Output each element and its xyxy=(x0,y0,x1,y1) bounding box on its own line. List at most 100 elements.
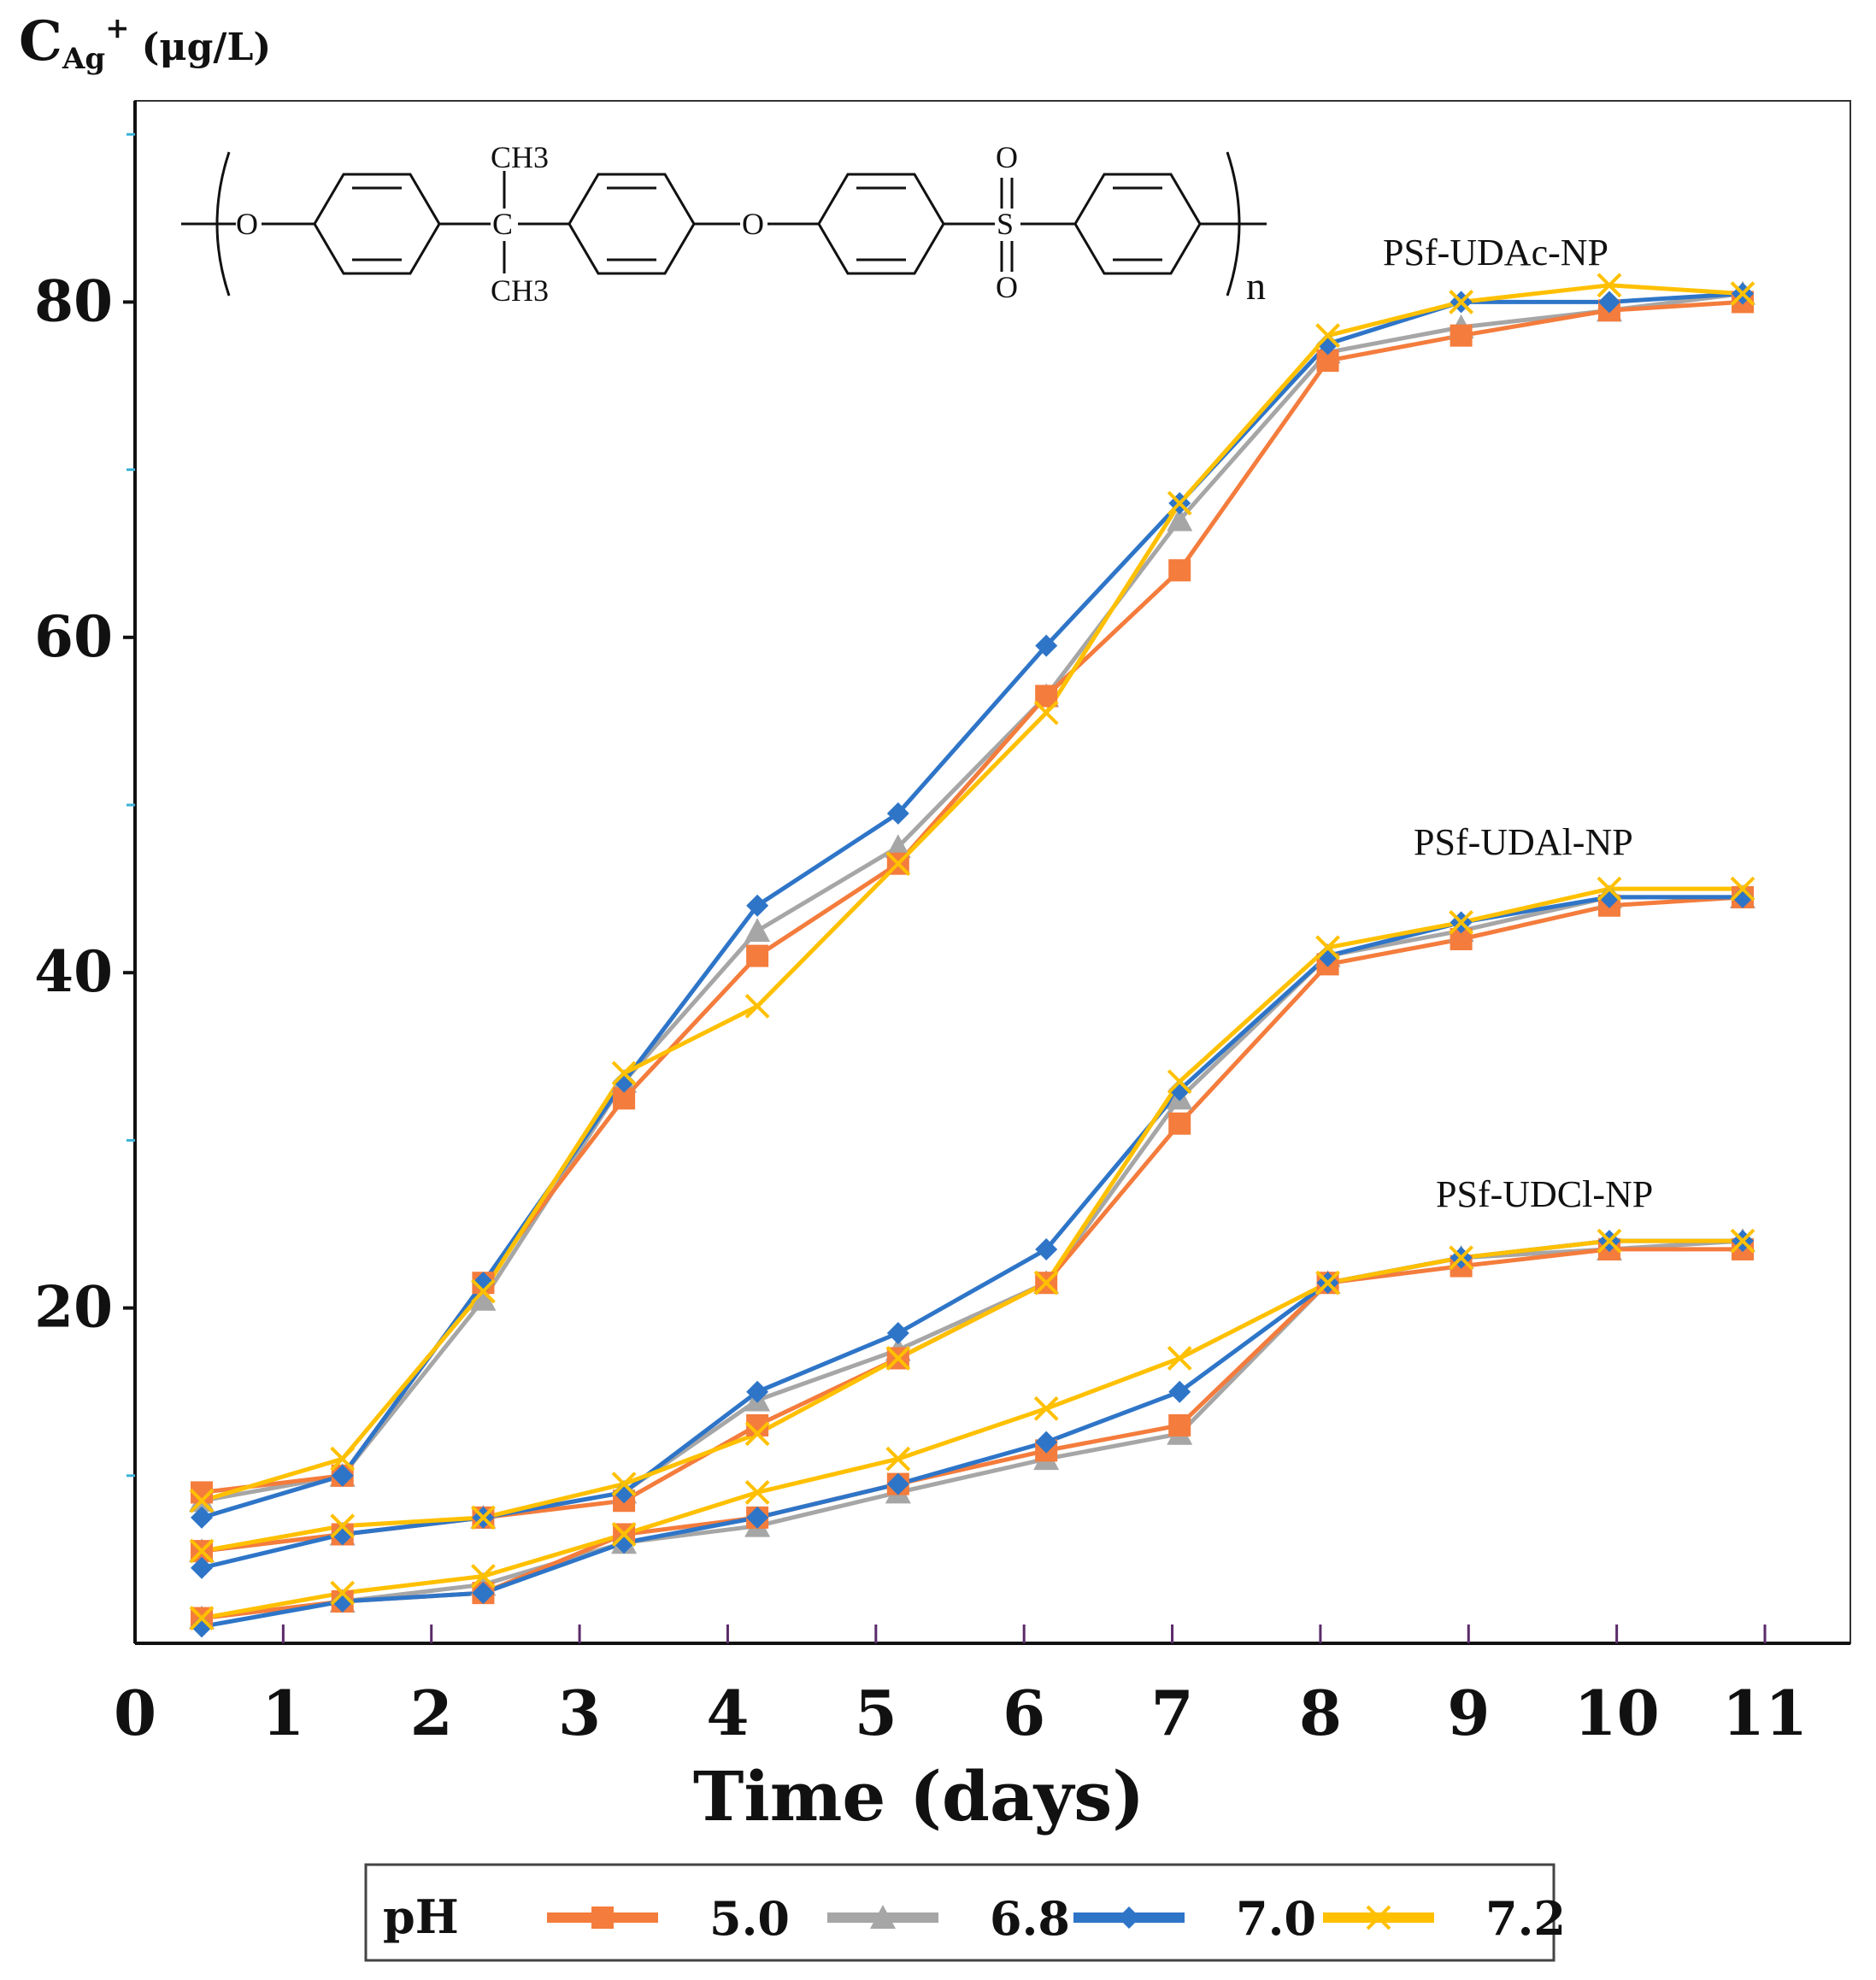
point-group3-ph7.2-1 xyxy=(330,1580,356,1606)
series-lines xyxy=(201,283,1744,1629)
legend-label-7.0: 7.0 xyxy=(1236,1891,1316,1946)
point-group2-ph7.0-4 xyxy=(746,1380,769,1403)
y-label-main: C xyxy=(19,9,62,73)
line-group1-ph6.8 xyxy=(201,291,1744,1503)
group-label-udcl: PSf-UDCl-NP xyxy=(1436,1173,1653,1215)
point-group3-ph7.0-3 xyxy=(613,1531,636,1554)
x-tick-label-8: 8 xyxy=(1299,1677,1342,1749)
point-group2-ph7.2-4 xyxy=(744,1421,770,1447)
point-group1-ph6.8-4 xyxy=(744,918,771,943)
y-tick-label-20: 20 xyxy=(34,1274,113,1341)
point-group3-ph7.2-5 xyxy=(885,1446,911,1472)
point-group3-ph7.0-6 xyxy=(1035,1431,1058,1454)
line-group2-ph5.0 xyxy=(201,895,1744,1554)
point-group1-ph7.2-0 xyxy=(189,1488,215,1513)
point-group1-ph7.2-4 xyxy=(744,994,770,1019)
structure-methyl-top: CH3 xyxy=(491,140,549,174)
point-group1-ph6.8-5 xyxy=(885,834,911,859)
y-tick-labels: 20 40 60 80 xyxy=(34,267,113,1340)
point-group1-ph7.2-8 xyxy=(1315,323,1340,349)
point-group3-ph7.2-7 xyxy=(1167,1346,1192,1371)
point-group2-ph7.2-10 xyxy=(1597,876,1622,902)
legend-label-6.8: 6.8 xyxy=(990,1891,1070,1946)
line-group3-ph7.2 xyxy=(201,1238,1743,1621)
group-label-udac: PSf-UDAc-NP xyxy=(1383,232,1608,273)
y-label-superscript: + xyxy=(105,11,130,45)
x-tick-label-1: 1 xyxy=(262,1677,304,1749)
line-group2-ph6.8 xyxy=(201,895,1743,1554)
x-tick-label-4: 4 xyxy=(706,1677,749,1749)
point-group2-ph7.2-9 xyxy=(1449,909,1474,935)
point-group1-ph7.0-5 xyxy=(886,802,909,825)
x-tick-label-10: 10 xyxy=(1574,1677,1660,1749)
point-group3-ph7.0-1 xyxy=(331,1589,354,1613)
legend-title: pH xyxy=(383,1889,459,1944)
point-group1-ph6.8-2 xyxy=(470,1286,497,1311)
legend-marker-5.0 xyxy=(591,1907,614,1929)
point-group2-ph7.2-2 xyxy=(470,1505,496,1531)
line-group1-ph7.2 xyxy=(201,283,1744,1503)
point-group3-ph7.0-2 xyxy=(472,1582,495,1605)
point-group2-ph7.2-7 xyxy=(1167,1069,1192,1095)
point-group2-ph7.0-8 xyxy=(1316,944,1339,967)
point-group3-ph5.0-7 xyxy=(1168,1413,1191,1437)
point-group2-ph7.0-10 xyxy=(1597,885,1620,908)
point-group1-ph6.8-7 xyxy=(1167,507,1193,532)
group-label-udal: PSf-UDAl-NP xyxy=(1414,821,1633,863)
point-group2-ph7.0-3 xyxy=(613,1481,636,1504)
point-group3-ph7.2-9 xyxy=(1449,1245,1474,1271)
y-axis-label: CAg+ (μg/L) xyxy=(19,9,271,76)
y-label-unit: (μg/L) xyxy=(142,26,272,69)
line-group2-ph7.2 xyxy=(201,886,1743,1554)
point-group1-ph7.2-1 xyxy=(330,1446,356,1472)
x-axis-label: Time (days) xyxy=(693,1756,1144,1836)
point-group3-ph7.2-2 xyxy=(470,1564,496,1589)
point-group3-ph7.2-0 xyxy=(189,1606,215,1630)
x-tick-label-5: 5 xyxy=(855,1677,897,1749)
point-group3-ph7.2-11 xyxy=(1730,1228,1755,1254)
point-group1-ph7.0-3 xyxy=(613,1070,636,1093)
point-group1-ph7.2-6 xyxy=(1033,700,1059,726)
point-group1-ph7.0-1 xyxy=(331,1464,354,1487)
point-group3-ph7.0-4 xyxy=(746,1506,769,1529)
x-tick-label-6: 6 xyxy=(1003,1677,1045,1749)
point-group1-ph7.0-10 xyxy=(1597,291,1620,314)
line-group1-ph5.0 xyxy=(201,299,1744,1495)
structure-methyl-bottom: CH3 xyxy=(491,273,549,308)
structure-repeat-n: n xyxy=(1246,264,1266,308)
point-group3-ph7.2-4 xyxy=(744,1480,770,1505)
x-tick-label-3: 3 xyxy=(558,1677,601,1749)
point-group1-ph7.2-11 xyxy=(1730,281,1755,307)
x-tick-label-11: 11 xyxy=(1722,1677,1808,1749)
point-group1-ph7.2-2 xyxy=(470,1278,496,1304)
point-group2-ph7.2-11 xyxy=(1730,876,1755,902)
point-group2-ph7.0-11 xyxy=(1731,885,1754,908)
legend: pH 5.0 6.8 7.0 7.2 xyxy=(364,1863,1566,1962)
point-group1-ph5.0-4 xyxy=(746,944,769,967)
legend-marker-7.2 xyxy=(1366,1905,1391,1930)
point-group2-ph7.2-8 xyxy=(1315,935,1340,961)
point-group1-ph7.0-2 xyxy=(472,1272,495,1295)
point-group1-ph5.0-7 xyxy=(1168,559,1191,582)
structure-atom-o1: O xyxy=(236,207,258,241)
y-tick-label-40: 40 xyxy=(34,938,113,1005)
point-group2-ph7.0-5 xyxy=(886,1322,909,1345)
structure-atom-o-bottom: O xyxy=(996,270,1018,304)
axis-ticks xyxy=(123,132,1767,1643)
point-group2-ph7.0-1 xyxy=(331,1523,354,1546)
point-group2-ph7.2-6 xyxy=(1033,1270,1059,1296)
line-group3-ph6.8 xyxy=(201,1238,1744,1621)
point-group3-ph7.2-10 xyxy=(1597,1228,1622,1254)
point-group2-ph7.0-7 xyxy=(1168,1078,1191,1102)
point-group1-ph7.2-5 xyxy=(885,851,911,877)
point-group1-ph7.0-0 xyxy=(191,1506,214,1529)
point-group3-ph7.2-3 xyxy=(611,1522,637,1547)
point-group3-ph7.0-7 xyxy=(1168,1380,1191,1403)
point-group3-ph7.0-0 xyxy=(191,1615,214,1638)
point-group2-ph7.0-6 xyxy=(1035,1237,1058,1260)
point-group1-ph7.2-10 xyxy=(1597,273,1622,298)
point-group1-ph5.0-9 xyxy=(1450,324,1473,347)
point-group3-ph7.2-8 xyxy=(1315,1270,1340,1296)
legend-label-5.0: 5.0 xyxy=(709,1891,790,1946)
